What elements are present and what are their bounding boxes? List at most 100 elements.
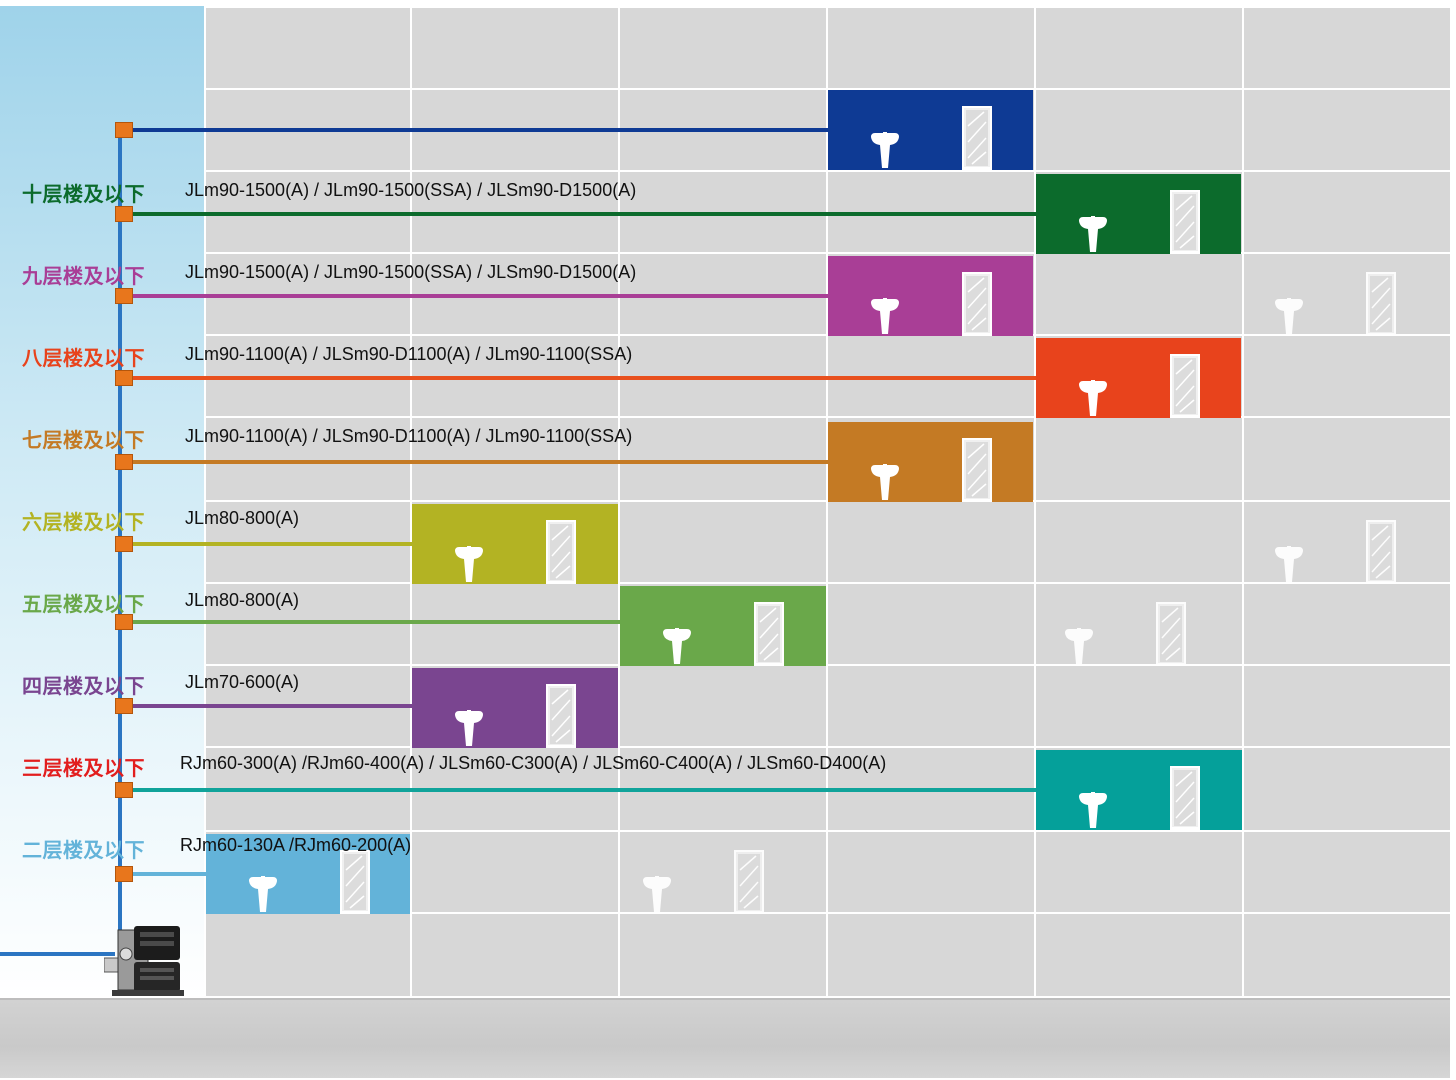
floor-label-5: 五层楼及以下 [22, 594, 145, 616]
floor-slab [204, 996, 1450, 998]
floor-slab [204, 746, 1450, 748]
riser-pipe [118, 128, 122, 934]
bathroom-floor-4 [412, 668, 618, 748]
shower-door-icon [1170, 766, 1200, 830]
model-label-6: JLm80-800(A) [185, 508, 300, 528]
pipe-elbow-fitting [115, 206, 133, 222]
pipe-elbow-fitting [115, 698, 133, 714]
bathroom-fixtures [1274, 520, 1398, 584]
shower-door-icon [734, 850, 764, 914]
model-label-5: JLm80-800(A) [185, 590, 300, 610]
shower-door-icon [340, 850, 370, 914]
shower-door-icon [1366, 520, 1396, 584]
model-label-10: JLm90-1500(A) / JLm90-1500(SSA) / JLSm90… [185, 180, 637, 200]
bathroom-fixtures [1064, 602, 1188, 666]
shower-door-icon [754, 602, 784, 666]
bathroom-floor-5 [620, 586, 826, 666]
wash-basin-icon [455, 710, 483, 746]
floor-slab [204, 664, 1450, 666]
bathroom-floor-7 [828, 422, 1033, 502]
wash-basin-icon [1275, 546, 1303, 582]
floor-label-7: 七层楼及以下 [22, 430, 145, 452]
bathroom-fixtures [1078, 354, 1202, 418]
shower-door-icon [546, 684, 576, 748]
pipe-floor-2 [131, 872, 206, 876]
pipe-floor-8 [131, 376, 1036, 380]
wash-basin-icon [871, 132, 899, 168]
floor-label-8: 八层楼及以下 [22, 348, 145, 370]
shower-door-icon [1366, 272, 1396, 336]
model-label-8: JLm90-1100(A) / JLSm90-D1100(A) / JLm90-… [185, 344, 633, 364]
shower-door-icon [1156, 602, 1186, 666]
wash-basin-icon [1275, 298, 1303, 334]
bathroom-floor-9 [828, 256, 1033, 336]
bathroom-fixtures [1078, 766, 1202, 830]
bathroom-fixtures [642, 850, 766, 914]
bathroom-fixtures [870, 106, 994, 170]
pipe-elbow-fitting [115, 782, 133, 798]
pipe-floor-4 [131, 704, 412, 708]
bathroom-floor-6 [412, 504, 618, 584]
bathroom-fixtures [870, 438, 994, 502]
bathroom-fixtures [454, 520, 578, 584]
sky-background [0, 6, 204, 1000]
wash-basin-icon [1079, 380, 1107, 416]
wash-basin-icon [871, 464, 899, 500]
booster-pump-icon [104, 926, 184, 996]
pipe-elbow-fitting [115, 370, 133, 386]
wash-basin-icon [663, 628, 691, 664]
pipe-floor-5 [131, 620, 620, 624]
model-label-4: JLm70-600(A) [185, 672, 300, 692]
bathroom-fixtures [1078, 190, 1202, 254]
shower-door-icon [546, 520, 576, 584]
floor-slab [204, 582, 1450, 584]
model-label-3: RJm60-300(A) /RJm60-400(A) / JLSm60-C300… [180, 753, 887, 773]
water-inlet-pipe [0, 952, 115, 956]
floor-slab [204, 170, 1450, 172]
floor-slab [204, 6, 1450, 8]
floor-slab [204, 500, 1450, 502]
pipe-elbow-fitting [115, 614, 133, 630]
bathroom-fixtures [454, 684, 578, 748]
pipe-elbow-fitting [115, 454, 133, 470]
ground [0, 998, 1450, 1078]
pipe-floor-9 [131, 294, 828, 298]
floor-slab [204, 912, 1450, 914]
floor-slab [204, 334, 1450, 336]
wash-basin-icon [1065, 628, 1093, 664]
wash-basin-icon [1079, 792, 1107, 828]
shower-door-icon [962, 438, 992, 502]
floor-slab [204, 252, 1450, 254]
floor-label-6: 六层楼及以下 [22, 512, 145, 534]
bathroom-fixtures [870, 272, 994, 336]
wash-basin-icon [1079, 216, 1107, 252]
floor-slab [204, 88, 1450, 90]
bathroom-fixtures [662, 602, 786, 666]
wash-basin-icon [643, 876, 671, 912]
bathroom-floor-3 [1036, 750, 1242, 830]
wash-basin-icon [871, 298, 899, 334]
wash-basin-icon [249, 876, 277, 912]
floor-label-4: 四层楼及以下 [22, 676, 145, 698]
floor-slab [204, 416, 1450, 418]
wash-basin-icon [455, 546, 483, 582]
pipe-elbow-fitting [115, 122, 133, 138]
shower-door-icon [962, 272, 992, 336]
pipe-floor-6 [131, 542, 412, 546]
bathroom-fixtures [1274, 272, 1398, 336]
floor-label-9: 九层楼及以下 [22, 266, 145, 288]
bathroom-floor-10 [1036, 174, 1241, 254]
shower-door-icon [1170, 354, 1200, 418]
bathroom-floor-8 [1036, 338, 1241, 418]
model-label-7: JLm90-1100(A) / JLSm90-D1100(A) / JLm90-… [185, 426, 633, 446]
floor-label-10: 十层楼及以下 [22, 184, 145, 206]
model-label-9: JLm90-1500(A) / JLm90-1500(SSA) / JLSm90… [185, 262, 637, 282]
pipe-elbow-fitting [115, 866, 133, 882]
pipe-elbow-fitting [115, 536, 133, 552]
pipe-floor-10 [131, 212, 1036, 216]
floor-slab [204, 830, 1450, 832]
pipe-elbow-fitting [115, 288, 133, 304]
bathroom-fixtures [248, 850, 372, 914]
floor-label-3: 三层楼及以下 [22, 758, 145, 780]
pipe-top-floor [131, 128, 828, 132]
